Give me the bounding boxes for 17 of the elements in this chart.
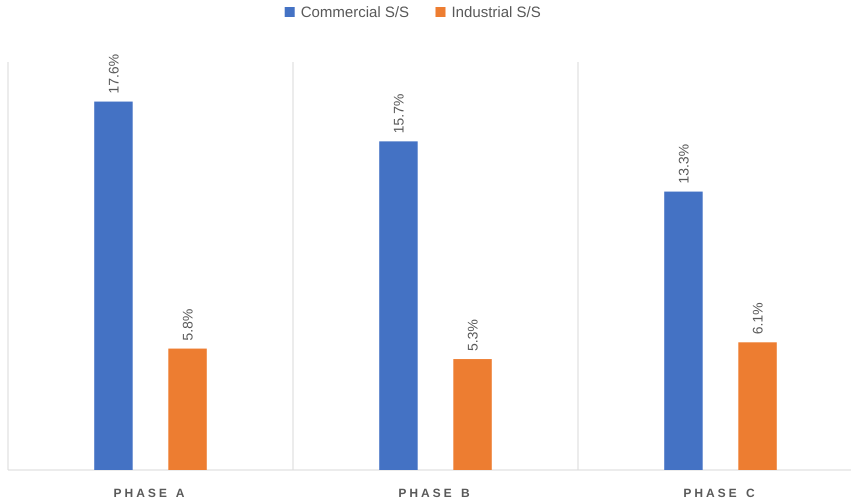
- bar: [168, 348, 207, 470]
- data-label: 6.1%: [750, 302, 766, 334]
- data-label: 17.6%: [105, 54, 122, 94]
- bar: [453, 359, 492, 470]
- x-tick-label: PHASE C: [683, 486, 758, 500]
- data-label: 5.8%: [180, 308, 196, 341]
- x-tick-label: PHASE B: [398, 486, 473, 500]
- x-tick-label: PHASE A: [114, 486, 188, 500]
- bar: [379, 141, 418, 470]
- bar: [738, 342, 777, 470]
- legend-label: Industrial S/S: [452, 4, 541, 21]
- data-label: 13.3%: [675, 144, 692, 184]
- data-label: 15.7%: [390, 94, 406, 134]
- bar: [94, 102, 133, 470]
- data-label: 5.3%: [464, 319, 481, 352]
- bar: [664, 192, 703, 470]
- legend-label: Commercial S/S: [300, 4, 410, 21]
